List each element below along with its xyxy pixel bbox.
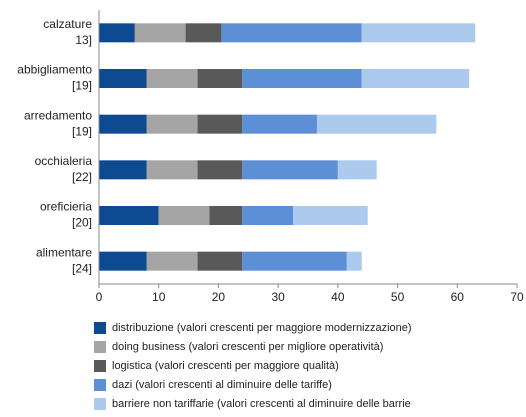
category-label: alimentare: [36, 245, 92, 259]
category-label: calzature: [43, 17, 92, 31]
legend-swatch: [94, 360, 106, 372]
bar-segment: [197, 251, 243, 271]
bar-segment: [146, 160, 198, 180]
bar-segment: [146, 114, 198, 134]
category-label: oreficieria: [40, 200, 92, 214]
bar-segment: [99, 69, 147, 88]
bar-segment: [99, 114, 147, 134]
bar-segment: [242, 206, 294, 225]
bar-segment: [99, 23, 135, 43]
legend-label: logistica (valori crescenti per maggiore…: [112, 360, 339, 372]
category-note: [19]: [72, 79, 92, 93]
bar-segment: [209, 206, 243, 225]
x-tick-label: 20: [212, 290, 226, 304]
bar-segment: [221, 23, 362, 43]
category-note: 13]: [75, 33, 92, 47]
category-note: [19]: [72, 124, 92, 138]
bar-segment: [293, 206, 368, 225]
x-tick-label: 70: [510, 290, 524, 304]
legend-label: doing business (valori crescenti per mig…: [112, 341, 383, 353]
bar-segment: [197, 160, 243, 180]
bar-segment: [158, 206, 210, 225]
legend-swatch: [94, 322, 106, 334]
x-tick-label: 50: [391, 290, 405, 304]
bar-segment: [361, 23, 476, 43]
bar-segment: [99, 251, 147, 271]
bar-segment: [197, 114, 243, 134]
bar-segment: [134, 23, 186, 43]
category-label: arredamento: [24, 108, 92, 122]
bar-segment: [242, 251, 347, 271]
legend-label: dazi (valori crescenti al diminuire dell…: [112, 379, 332, 391]
category-label: occhialeria: [35, 154, 93, 168]
category-note: [20]: [72, 216, 92, 230]
category-note: [22]: [72, 170, 92, 184]
bar-segment: [146, 69, 198, 88]
bar-segment: [242, 69, 362, 88]
bar-segment: [197, 69, 243, 88]
category-note: [24]: [72, 261, 92, 275]
bar-segment: [346, 251, 362, 271]
bar-segment: [242, 114, 317, 134]
x-tick-label: 30: [271, 290, 285, 304]
bar-segment: [99, 160, 147, 180]
category-label: abbigliamento: [17, 63, 92, 77]
legend-swatch: [94, 341, 106, 353]
bar-segment: [242, 160, 338, 180]
x-tick-label: 10: [152, 290, 166, 304]
legend-swatch: [94, 398, 106, 410]
legend-label: distribuzione (valori crescenti per magg…: [112, 322, 412, 334]
bar-segment: [316, 114, 437, 134]
bar-segment: [337, 160, 377, 180]
legend-label: barriere non tariffarie (valori crescent…: [112, 398, 411, 410]
x-tick-label: 40: [331, 290, 345, 304]
bar-segment: [185, 23, 222, 43]
x-tick-label: 60: [451, 290, 465, 304]
bar-segment: [146, 251, 198, 271]
bar-segment: [361, 69, 470, 88]
bar-segment: [99, 206, 159, 225]
x-tick-label: 0: [96, 290, 103, 304]
legend-swatch: [94, 379, 106, 391]
